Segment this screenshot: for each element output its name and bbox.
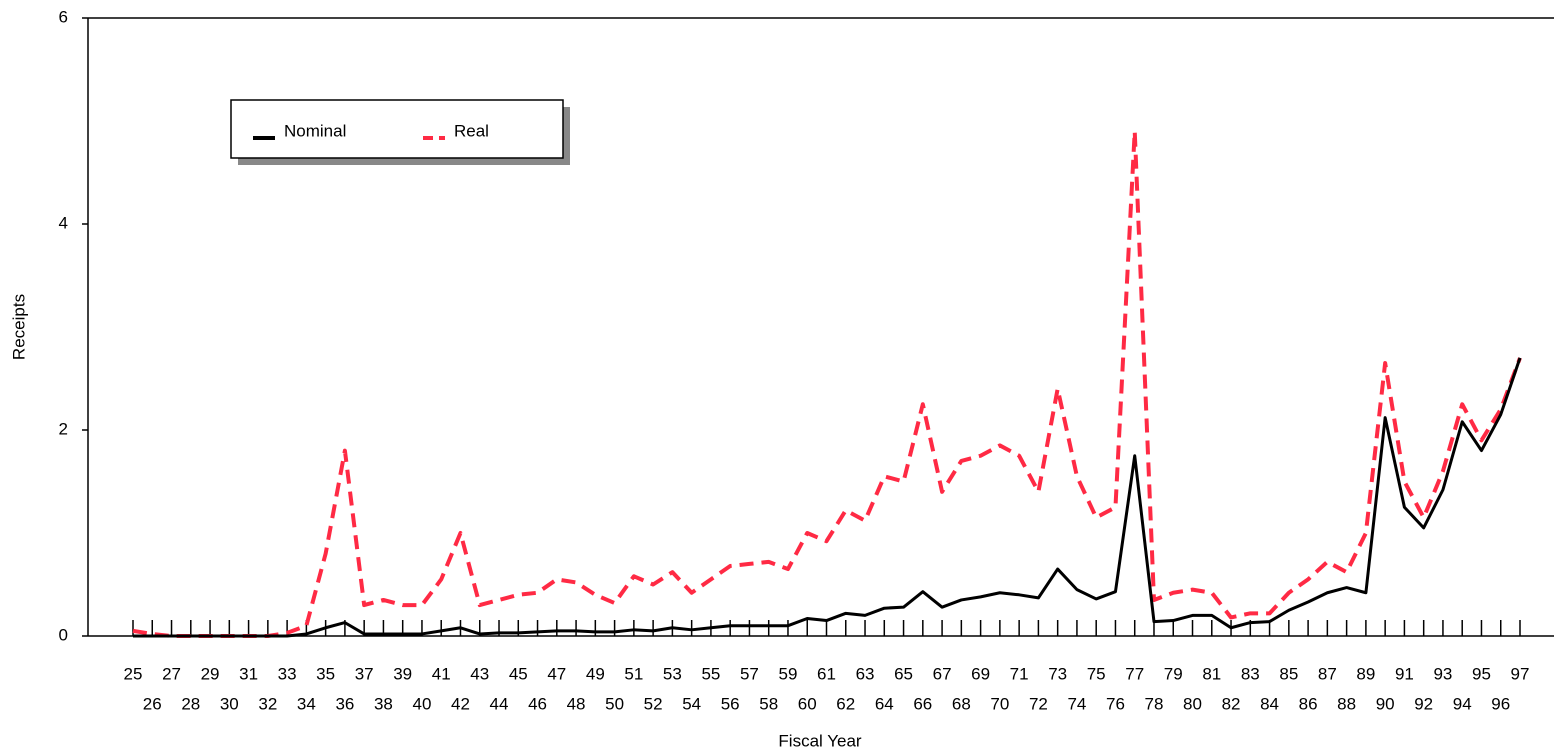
x-tick-label: 96 bbox=[1491, 694, 1510, 713]
x-tick-label: 48 bbox=[567, 694, 586, 713]
x-tick-label: 91 bbox=[1395, 664, 1414, 683]
x-tick-label: 66 bbox=[913, 694, 932, 713]
x-tick-label: 32 bbox=[258, 694, 277, 713]
x-tick-label: 36 bbox=[335, 694, 354, 713]
x-tick-label: 82 bbox=[1222, 694, 1241, 713]
legend bbox=[230, 99, 564, 159]
x-tick-label: 87 bbox=[1318, 664, 1337, 683]
x-tick-label: 54 bbox=[682, 694, 701, 713]
x-tick-label: 33 bbox=[278, 664, 297, 683]
x-tick-label: 85 bbox=[1279, 664, 1298, 683]
x-tick-label: 74 bbox=[1067, 694, 1086, 713]
x-tick-label: 95 bbox=[1472, 664, 1491, 683]
x-tick-label: 53 bbox=[663, 664, 682, 683]
x-tick-label: 29 bbox=[201, 664, 220, 683]
x-tick-label: 90 bbox=[1376, 694, 1395, 713]
y-axis-label: Receipts bbox=[9, 294, 28, 360]
x-tick-label: 62 bbox=[836, 694, 855, 713]
x-tick-label: 70 bbox=[990, 694, 1009, 713]
x-tick-label: 57 bbox=[740, 664, 759, 683]
x-tick-label: 45 bbox=[509, 664, 528, 683]
x-tick-label: 26 bbox=[143, 694, 162, 713]
x-tick-label: 42 bbox=[451, 694, 470, 713]
x-tick-label: 92 bbox=[1414, 694, 1433, 713]
x-tick-label: 94 bbox=[1453, 694, 1472, 713]
x-tick-label: 50 bbox=[605, 694, 624, 713]
x-tick-label: 84 bbox=[1260, 694, 1279, 713]
x-tick-label: 38 bbox=[374, 694, 393, 713]
x-tick-label: 43 bbox=[470, 664, 489, 683]
x-tick-label: 76 bbox=[1106, 694, 1125, 713]
x-tick-label: 68 bbox=[952, 694, 971, 713]
x-tick-label: 80 bbox=[1183, 694, 1202, 713]
x-tick-label: 78 bbox=[1145, 694, 1164, 713]
x-tick-label: 79 bbox=[1164, 664, 1183, 683]
x-tick-label: 72 bbox=[1029, 694, 1048, 713]
x-tick-label: 63 bbox=[856, 664, 875, 683]
x-tick-label: 40 bbox=[412, 694, 431, 713]
x-tick-label: 30 bbox=[220, 694, 239, 713]
x-tick-label: 56 bbox=[721, 694, 740, 713]
x-tick-label: 46 bbox=[528, 694, 547, 713]
x-tick-label: 86 bbox=[1299, 694, 1318, 713]
y-tick-label: 6 bbox=[59, 7, 68, 26]
x-tick-label: 35 bbox=[316, 664, 335, 683]
y-tick-label: 2 bbox=[59, 419, 68, 438]
x-tick-label: 55 bbox=[701, 664, 720, 683]
x-tick-label: 77 bbox=[1125, 664, 1144, 683]
x-tick-label: 44 bbox=[490, 694, 509, 713]
x-tick-label: 64 bbox=[875, 694, 894, 713]
x-tick-label: 49 bbox=[586, 664, 605, 683]
legend-label: Real bbox=[454, 121, 489, 140]
y-tick-label: 4 bbox=[59, 213, 68, 232]
x-tick-label: 47 bbox=[547, 664, 566, 683]
x-tick-label: 59 bbox=[779, 664, 798, 683]
x-tick-label: 58 bbox=[759, 694, 778, 713]
x-tick-label: 60 bbox=[798, 694, 817, 713]
x-tick-label: 75 bbox=[1087, 664, 1106, 683]
x-tick-label: 61 bbox=[817, 664, 836, 683]
x-tick-label: 37 bbox=[355, 664, 374, 683]
x-tick-label: 39 bbox=[393, 664, 412, 683]
x-tick-label: 89 bbox=[1356, 664, 1375, 683]
x-tick-label: 81 bbox=[1202, 664, 1221, 683]
x-tick-label: 65 bbox=[894, 664, 913, 683]
line-series bbox=[132, 129, 1522, 638]
x-tick-label: 51 bbox=[624, 664, 643, 683]
x-tick-label: 88 bbox=[1337, 694, 1356, 713]
x-tick-label: 73 bbox=[1048, 664, 1067, 683]
x-axis-label: Fiscal Year bbox=[778, 731, 861, 750]
x-tick-label: 52 bbox=[644, 694, 663, 713]
x-tick-label: 25 bbox=[124, 664, 143, 683]
legend-label: Nominal bbox=[284, 121, 346, 140]
y-tick-label: 0 bbox=[59, 625, 68, 644]
line-series bbox=[133, 357, 1522, 638]
x-tick-label: 69 bbox=[971, 664, 990, 683]
x-tick-label: 41 bbox=[432, 664, 451, 683]
x-tick-label: 97 bbox=[1511, 664, 1530, 683]
x-tick-label: 67 bbox=[933, 664, 952, 683]
x-tick-label: 71 bbox=[1010, 664, 1029, 683]
x-tick-label: 28 bbox=[181, 694, 200, 713]
x-tick-label: 83 bbox=[1241, 664, 1260, 683]
x-tick-label: 93 bbox=[1433, 664, 1452, 683]
x-tick-label: 31 bbox=[239, 664, 258, 683]
x-tick-label: 34 bbox=[297, 694, 316, 713]
x-tick-label: 27 bbox=[162, 664, 181, 683]
